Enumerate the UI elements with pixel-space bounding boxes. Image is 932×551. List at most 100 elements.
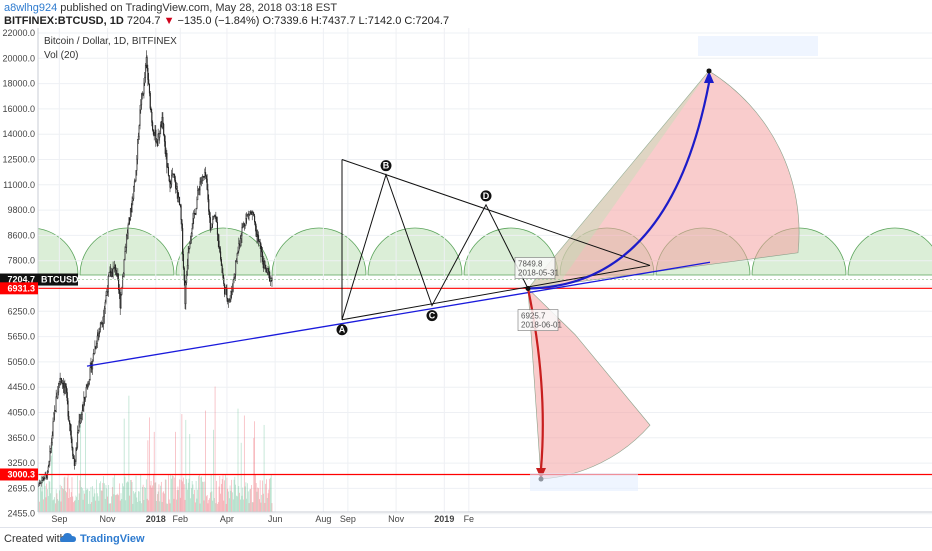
candle-up bbox=[199, 181, 201, 191]
author-link[interactable]: a8wlhg924 bbox=[4, 2, 58, 14]
volume-bar bbox=[68, 497, 70, 512]
candle-up bbox=[134, 180, 136, 182]
volume-bar bbox=[244, 486, 246, 512]
volume-bar bbox=[149, 485, 151, 512]
candle-up bbox=[231, 289, 234, 292]
volume-bar bbox=[61, 485, 63, 512]
candle-up bbox=[242, 226, 244, 228]
created-with-text: Created with bbox=[4, 533, 66, 545]
volume-bar bbox=[240, 442, 242, 512]
volume-bar bbox=[58, 500, 59, 512]
volume-bar bbox=[51, 438, 53, 512]
volume-bar bbox=[119, 500, 121, 512]
candle-down bbox=[221, 265, 223, 274]
candle-down bbox=[220, 259, 222, 266]
volume-bar bbox=[185, 419, 187, 512]
volume-bar bbox=[50, 493, 51, 512]
candle-down bbox=[216, 222, 218, 235]
volume-bar bbox=[261, 494, 263, 512]
time-tick-label: Sep bbox=[51, 514, 67, 524]
candle-down bbox=[227, 298, 229, 303]
volume-bar bbox=[234, 476, 236, 512]
volume-bar bbox=[229, 485, 231, 512]
candle-up bbox=[80, 418, 82, 424]
candle-down bbox=[223, 277, 225, 285]
volume-bar bbox=[67, 474, 69, 512]
last-price: 7204.7 bbox=[126, 15, 161, 27]
volume-bar bbox=[215, 503, 217, 512]
tradingview-brand[interactable]: TradingView bbox=[80, 533, 145, 545]
volume-bar bbox=[81, 488, 83, 512]
candle-up bbox=[133, 186, 135, 199]
volume-bar bbox=[97, 496, 99, 512]
volume-bar bbox=[193, 494, 195, 512]
volume-bar bbox=[137, 501, 138, 512]
volume-bar bbox=[205, 410, 206, 512]
volume-bar bbox=[51, 455, 52, 512]
price-change: −135.0 (−1.84%) bbox=[177, 15, 260, 27]
candle-down bbox=[69, 424, 71, 431]
volume-bar bbox=[133, 491, 135, 512]
candle-down bbox=[252, 212, 254, 215]
candle-down bbox=[260, 243, 262, 257]
volume-bar bbox=[210, 474, 212, 512]
cycle-arc bbox=[367, 227, 463, 276]
candle-up bbox=[53, 413, 55, 423]
candle-up bbox=[230, 291, 232, 300]
volume-bar bbox=[217, 503, 218, 512]
volume-bar bbox=[266, 497, 268, 512]
candle-down bbox=[152, 122, 154, 131]
candle-up bbox=[120, 294, 122, 309]
volume-bar bbox=[177, 486, 179, 512]
volume-bar bbox=[231, 479, 233, 512]
candle-down bbox=[208, 199, 210, 212]
candle-up bbox=[112, 268, 114, 277]
volume-bar bbox=[45, 497, 47, 512]
volume-bar bbox=[80, 412, 82, 512]
volume-bar bbox=[46, 483, 48, 512]
volume-bar bbox=[81, 486, 82, 512]
candle-down bbox=[61, 379, 63, 384]
volume-bar bbox=[44, 485, 46, 512]
candle-down bbox=[64, 383, 66, 388]
candle-up bbox=[245, 218, 247, 226]
candle-down bbox=[68, 415, 70, 421]
volume-bar bbox=[70, 492, 72, 512]
volume-bar bbox=[249, 489, 251, 512]
candle-down bbox=[254, 215, 256, 223]
volume-bar bbox=[267, 493, 269, 512]
candle-up bbox=[51, 435, 53, 443]
volume-bar bbox=[225, 503, 227, 512]
volume-bar bbox=[160, 485, 161, 512]
volume-bar bbox=[92, 486, 93, 512]
volume-bar bbox=[179, 479, 180, 512]
volume-bar bbox=[69, 488, 70, 512]
point-label-d: D bbox=[483, 191, 490, 201]
volume-bar bbox=[153, 475, 154, 512]
volume-bar bbox=[114, 474, 116, 512]
candle-down bbox=[162, 117, 164, 125]
volume-bar bbox=[95, 500, 97, 512]
candle-up bbox=[58, 381, 60, 384]
time-tick-label: Feb bbox=[173, 514, 189, 524]
volume-bar bbox=[98, 500, 100, 512]
time-tick-label: 2018 bbox=[146, 514, 166, 524]
candle-up bbox=[50, 448, 52, 452]
candle-down bbox=[217, 234, 219, 242]
blurred-note-2 bbox=[530, 473, 638, 491]
volume-bar bbox=[178, 490, 180, 512]
volume-bar bbox=[227, 488, 229, 512]
volume-bar bbox=[141, 503, 142, 512]
up-projection-arrow bbox=[527, 82, 711, 290]
volume-bar bbox=[257, 487, 259, 512]
volume-bar bbox=[47, 489, 48, 512]
candle-down bbox=[163, 123, 165, 135]
candle-up bbox=[104, 301, 106, 309]
volume-bar bbox=[214, 386, 216, 512]
candle-up bbox=[157, 133, 159, 146]
point-label-a: A bbox=[339, 325, 346, 335]
volume-bar bbox=[105, 485, 107, 512]
price-tick-label: 5050.0 bbox=[7, 357, 35, 367]
candle-up bbox=[80, 414, 83, 419]
